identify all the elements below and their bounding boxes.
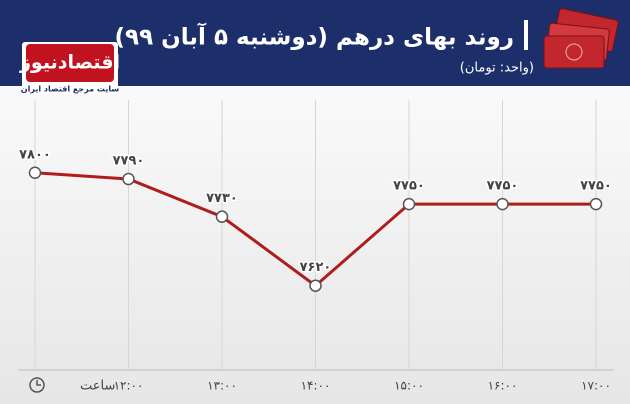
point — [402, 197, 416, 211]
x-tick-label: ۱۶:۰۰ — [488, 379, 518, 393]
point — [589, 197, 603, 211]
clock-hands — [36, 380, 41, 386]
logo-box — [26, 44, 114, 82]
data-label: ۷۷۵۰ — [580, 179, 612, 194]
title-bar — [524, 20, 528, 50]
data-label: ۷۸۰۰ — [19, 147, 51, 162]
x-tick-label: ۱۲:۰۰ — [114, 379, 144, 393]
point — [122, 172, 135, 186]
data-label: ۷۷۵۰ — [487, 179, 519, 194]
chart-title: روند بهای درهم (دوشنبه ۵ آبان ۹۹) — [115, 22, 514, 51]
x-tick-label: ۱۵:۰۰ — [394, 379, 424, 393]
data-label: ۷۷۹۰ — [113, 154, 145, 169]
chart-subtitle: (واحد: تومان) — [460, 61, 534, 76]
clock-icon — [29, 377, 45, 393]
data-label: ۷۶۲۰ — [300, 260, 332, 275]
x-tick-label: ۱۴:۰۰ — [301, 379, 331, 393]
x-tick-label: ۱۳:۰۰ — [207, 379, 237, 393]
data-label: ۷۷۳۰ — [206, 191, 238, 206]
x-axis-label: ساعت — [80, 379, 115, 394]
data-label: ۷۷۵۰ — [393, 179, 425, 194]
money-icon — [543, 8, 619, 69]
point — [309, 279, 322, 292]
point — [496, 197, 509, 211]
x-tick-label: ۱۷:۰۰ — [581, 379, 611, 393]
brand: اقتصادنیوز — [19, 52, 120, 74]
brand-tagline: سایت مرجع اقتصاد ایران — [21, 85, 120, 94]
point — [28, 166, 42, 179]
point — [215, 210, 229, 223]
